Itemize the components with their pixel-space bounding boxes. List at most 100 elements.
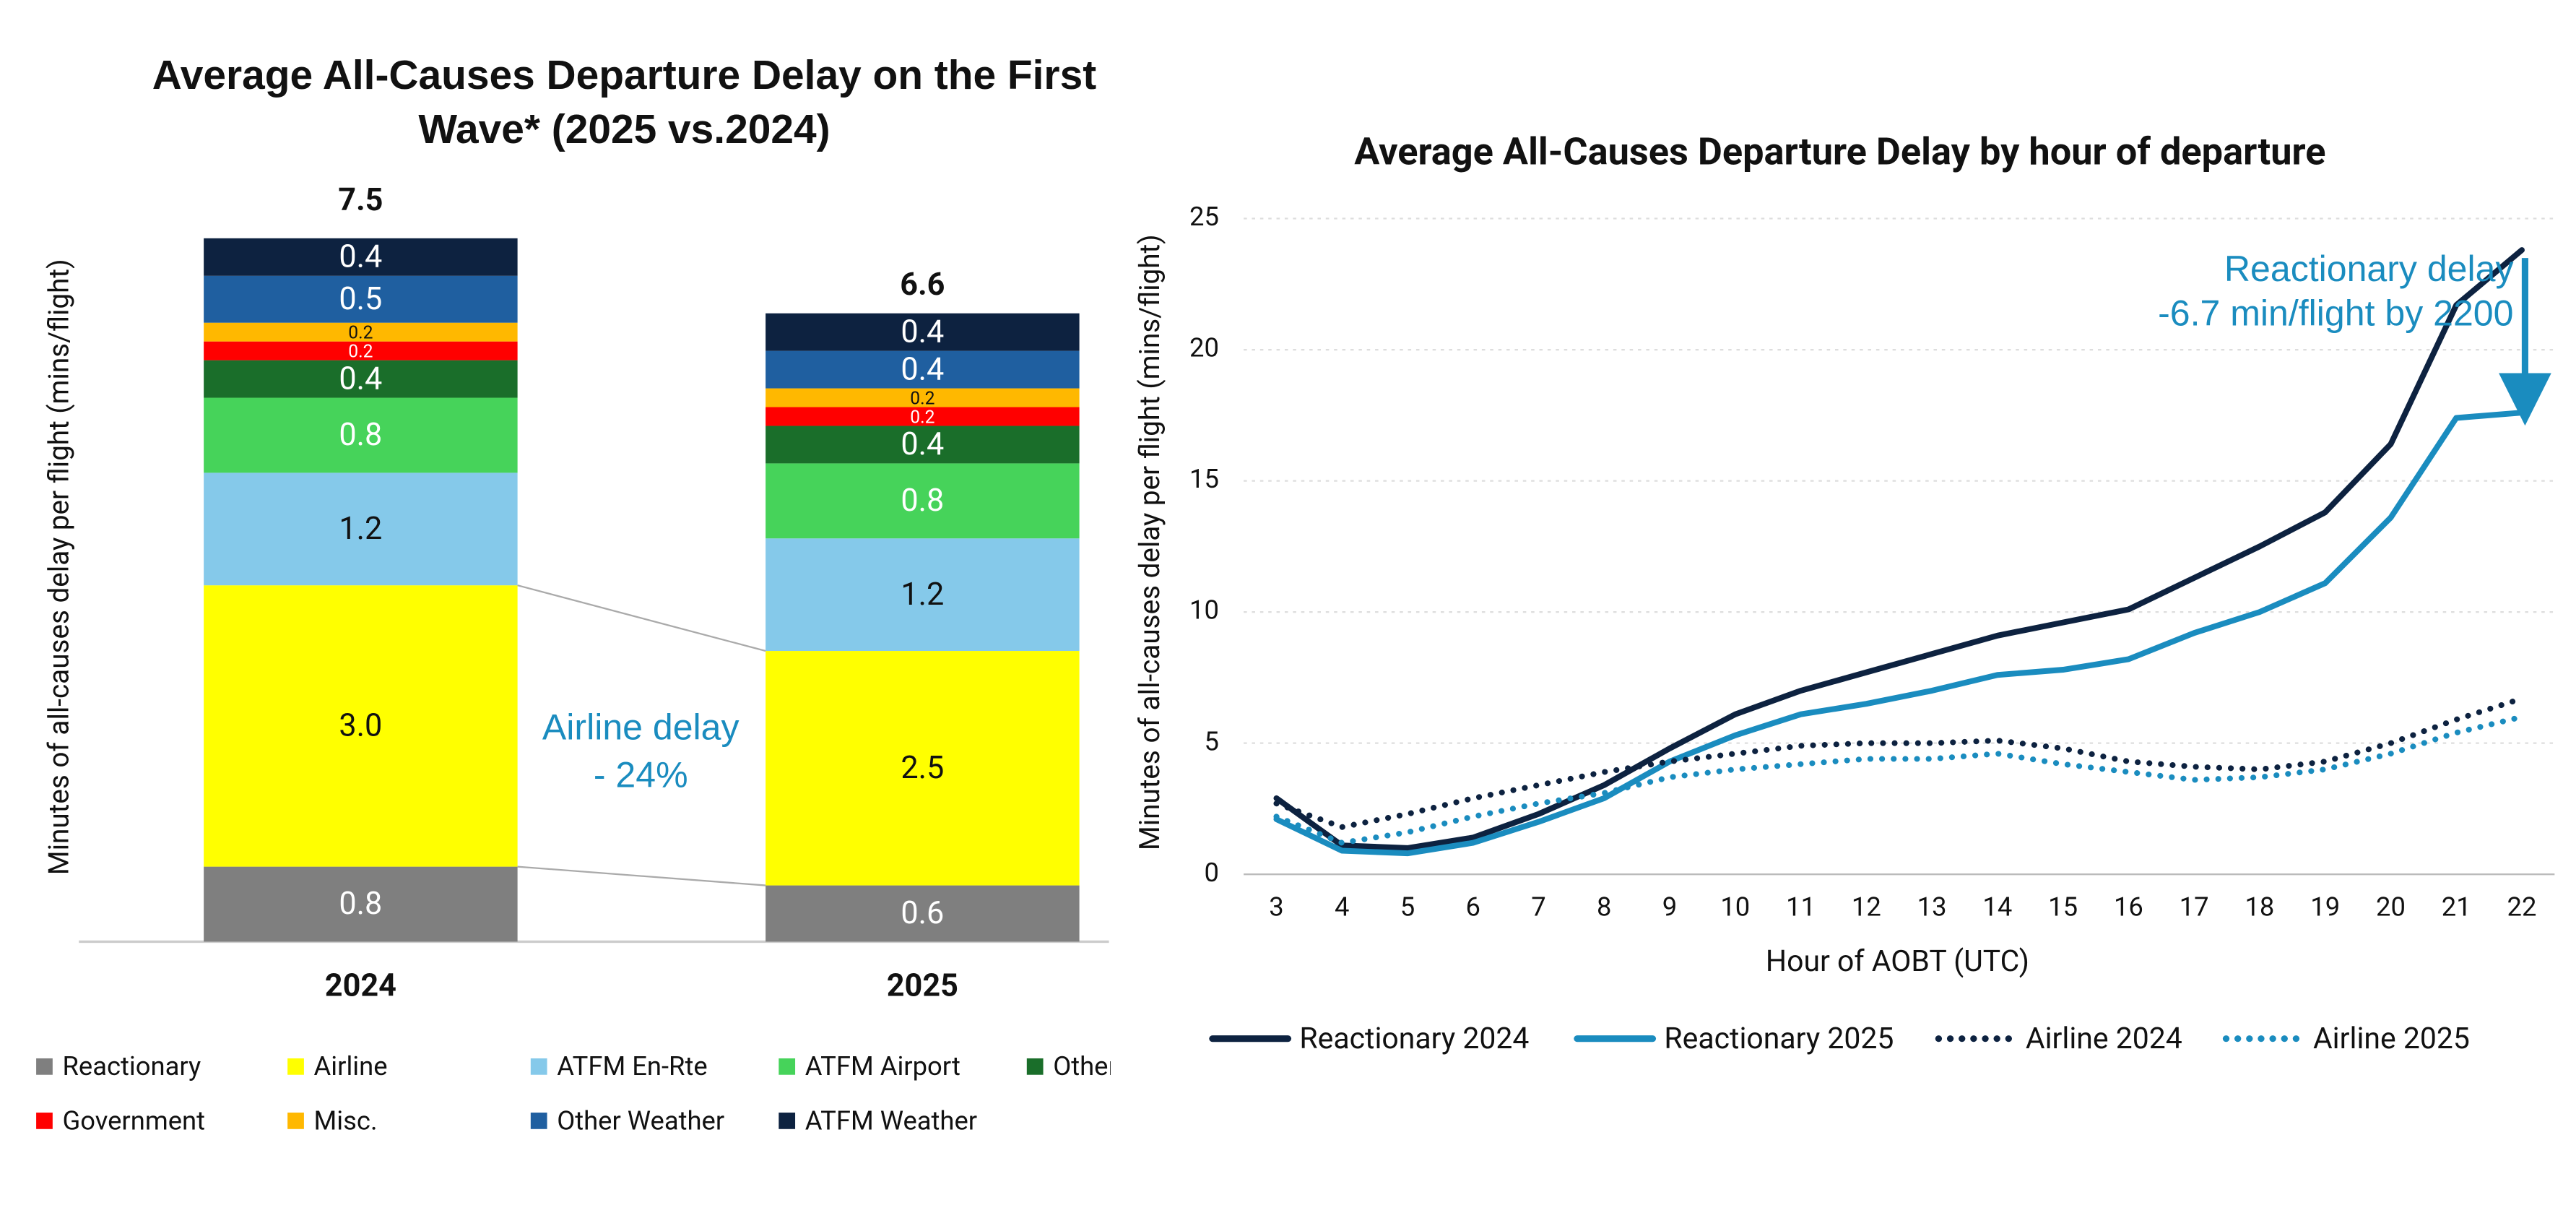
x-tick-label: 16 xyxy=(2114,892,2143,923)
bar-segment xyxy=(204,585,518,867)
legend-swatch xyxy=(779,1058,796,1075)
annotation-box: Airline delay - 24% xyxy=(542,707,740,796)
bar-segment xyxy=(204,360,518,398)
x-tick-label: 20 xyxy=(2376,892,2406,923)
y-tick-label: 20 xyxy=(1189,332,1219,363)
legend-label: ATFM Airport xyxy=(805,1050,960,1082)
bar-segment xyxy=(204,397,518,473)
value-label: 0.4 xyxy=(901,313,944,350)
x-tick-label: 17 xyxy=(2180,892,2209,923)
y-axis-label: Minutes of all-causes delay per flight (… xyxy=(1134,234,1166,850)
x-tick-label: 8 xyxy=(1597,892,1611,923)
bar-segment xyxy=(766,885,1080,942)
line-chart: Average All-Causes Departure Delay by ho… xyxy=(1134,129,2555,1056)
x-tick-label: 5 xyxy=(1400,892,1415,923)
bar-segment xyxy=(766,651,1080,886)
legend-label: Reactionary 2024 xyxy=(1299,1021,1529,1056)
value-label: 2.5 xyxy=(901,749,944,786)
bar-segment xyxy=(204,322,518,342)
bar-segment xyxy=(766,463,1080,539)
bar-segment xyxy=(204,238,518,276)
bar-chart: Average All-Causes Departure Delay on th… xyxy=(36,52,1117,1136)
value-label: 0.8 xyxy=(339,416,382,453)
legend-swatch xyxy=(1026,1058,1044,1075)
y-tick-label: 5 xyxy=(1205,725,1219,756)
series-line xyxy=(1273,695,2525,830)
legend-swatch xyxy=(779,1113,796,1129)
chart-title-box: Average All-Causes Departure Delay on th… xyxy=(152,52,1097,153)
connector xyxy=(517,865,766,886)
legend-label: Government xyxy=(63,1105,206,1136)
legend-swatch xyxy=(530,1113,547,1129)
annotation-box: Reactionary delay -6.7 min/flight by 220… xyxy=(2158,248,2514,334)
x-tick-label: 7 xyxy=(1531,892,1545,923)
value-label: 0.2 xyxy=(910,407,934,428)
legend-label: Airline xyxy=(314,1050,388,1082)
x-axis-label: Hour of AOBT (UTC) xyxy=(1766,944,2029,978)
x-tick-label: 13 xyxy=(1917,892,1947,923)
legend-label: Airline 2025 xyxy=(2313,1021,2470,1056)
y-tick-label: 0 xyxy=(1205,857,1219,888)
legend-swatch xyxy=(287,1058,304,1075)
bar-segment xyxy=(204,866,518,942)
value-label: 0.4 xyxy=(901,350,944,387)
legend-label: Reactionary 2025 xyxy=(1664,1021,1894,1056)
value-label: 0.4 xyxy=(901,426,944,462)
series-line xyxy=(1273,714,2525,846)
value-label: 0.8 xyxy=(901,482,944,519)
series-line xyxy=(1273,410,2525,857)
value-label: 3.0 xyxy=(339,707,382,744)
bar-segment xyxy=(766,388,1080,407)
legend-label: Other xyxy=(1053,1050,1117,1082)
y-axis-label: Minutes of all-causes delay per flight (… xyxy=(43,259,75,875)
total-label: 6.6 xyxy=(900,266,945,303)
value-label: 0.2 xyxy=(910,388,934,409)
x-tick-label: 6 xyxy=(1466,892,1480,923)
bar-segment xyxy=(204,341,518,361)
bar-segment xyxy=(766,313,1080,351)
bar-segment xyxy=(766,407,1080,426)
series-line xyxy=(1273,247,2525,851)
value-label: 0.2 xyxy=(348,322,373,343)
legend-label: Misc. xyxy=(314,1105,378,1136)
x-tick-label: 19 xyxy=(2310,892,2340,923)
value-label: 0.8 xyxy=(339,885,382,922)
value-label: 0.6 xyxy=(901,894,944,931)
legend-swatch xyxy=(530,1058,547,1075)
x-tick-label: 12 xyxy=(1852,892,1881,923)
x-tick-label: 9 xyxy=(1662,892,1677,923)
bar-segment xyxy=(204,275,518,323)
legend-label: ATFM Weather xyxy=(805,1105,977,1136)
bar-segment xyxy=(766,426,1080,464)
x-tick-label: 10 xyxy=(1720,892,1750,923)
y-tick-label: 25 xyxy=(1189,201,1219,232)
x-tick-label: 2024 xyxy=(325,967,396,1004)
value-label: 0.4 xyxy=(339,360,382,397)
legend-swatch xyxy=(287,1113,304,1129)
bar-segment xyxy=(766,350,1080,389)
legend-label: Reactionary xyxy=(63,1050,201,1082)
value-label: 1.2 xyxy=(339,510,382,547)
legend-label: ATFM En-Rte xyxy=(557,1050,707,1082)
x-tick-label: 3 xyxy=(1269,892,1283,923)
annotation: Reactionary delay -6.7 min/flight by 220… xyxy=(2158,248,2514,334)
chart-title: Average All-Causes Departure Delay by ho… xyxy=(1354,129,2325,174)
x-tick-label: 2025 xyxy=(887,967,958,1004)
x-tick-label: 21 xyxy=(2442,892,2471,923)
x-tick-label: 22 xyxy=(2507,892,2537,923)
legend-swatch xyxy=(36,1058,53,1075)
bar-segment xyxy=(204,472,518,586)
x-tick-label: 18 xyxy=(2245,892,2274,923)
annotation: Airline delay - 24% xyxy=(542,707,740,796)
x-tick-label: 15 xyxy=(2048,892,2078,923)
x-tick-label: 14 xyxy=(1982,892,2012,923)
y-tick-label: 15 xyxy=(1189,463,1219,494)
x-tick-label: 11 xyxy=(1786,892,1816,923)
chart-title: Average All-Causes Departure Delay on th… xyxy=(152,52,1097,153)
connector xyxy=(517,584,766,652)
legend-label: Airline 2024 xyxy=(2026,1021,2182,1056)
value-label: 0.5 xyxy=(339,280,382,317)
legend-swatch xyxy=(36,1113,53,1129)
